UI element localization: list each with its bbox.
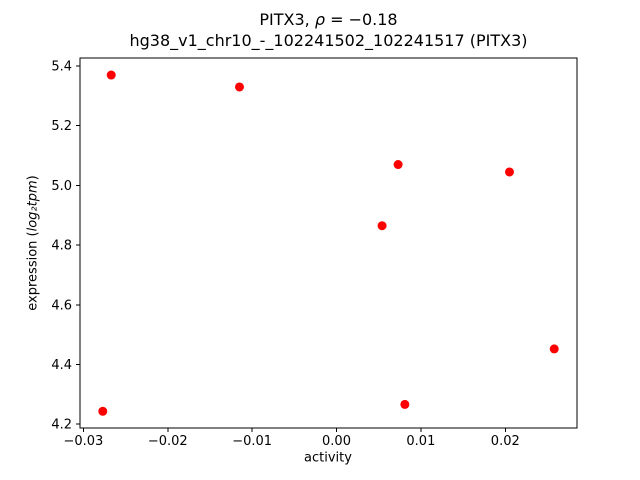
y-tick-label: 5.4 bbox=[51, 60, 72, 75]
y-axis-label-post: ) bbox=[25, 175, 41, 181]
x-tick-label: 0.00 bbox=[322, 434, 351, 449]
x-tick-label: −0.01 bbox=[232, 434, 272, 449]
x-tick-label: −0.02 bbox=[148, 434, 188, 449]
scatter-point bbox=[400, 399, 410, 409]
y-tick-label: 4.2 bbox=[51, 418, 72, 433]
x-tick-label: 0.02 bbox=[491, 434, 520, 449]
y-tick-label: 5.0 bbox=[51, 179, 72, 194]
y-axis-label-math: log₂tpm bbox=[25, 180, 41, 232]
chart-subtitle: hg38_v1_chr10_-_102241502_102241517 (PIT… bbox=[129, 31, 528, 50]
y-tick-label: 4.4 bbox=[51, 358, 72, 373]
x-tick-label: −0.03 bbox=[63, 434, 103, 449]
scatter-point bbox=[504, 167, 514, 177]
chart-title-post: = −0.18 bbox=[325, 10, 398, 29]
chart-title: PITX3, ρ = −0.18 bbox=[80, 9, 577, 30]
y-axis-label-pre: expression ( bbox=[25, 231, 41, 311]
y-tick-label: 4.8 bbox=[51, 239, 72, 254]
scatter-point bbox=[234, 82, 244, 92]
x-axis-label: activity bbox=[304, 450, 352, 466]
y-tick-label: 4.6 bbox=[51, 298, 72, 313]
scatter-point bbox=[377, 221, 387, 231]
x-tick-label: 0.01 bbox=[406, 434, 435, 449]
scatter-point bbox=[106, 70, 116, 80]
scatter-point bbox=[98, 406, 108, 416]
scatter-point bbox=[393, 160, 403, 170]
y-tick-label: 5.2 bbox=[51, 119, 72, 134]
axes-spines bbox=[79, 57, 578, 429]
y-axis-label: expression (log₂tpm) bbox=[26, 175, 41, 310]
chart-title-rho: ρ bbox=[314, 10, 325, 29]
chart-title-block: PITX3, ρ = −0.18 hg38_v1_chr10_-_1022415… bbox=[80, 9, 577, 51]
scatter-point bbox=[549, 344, 559, 354]
chart-title-pre: PITX3, bbox=[259, 10, 315, 29]
